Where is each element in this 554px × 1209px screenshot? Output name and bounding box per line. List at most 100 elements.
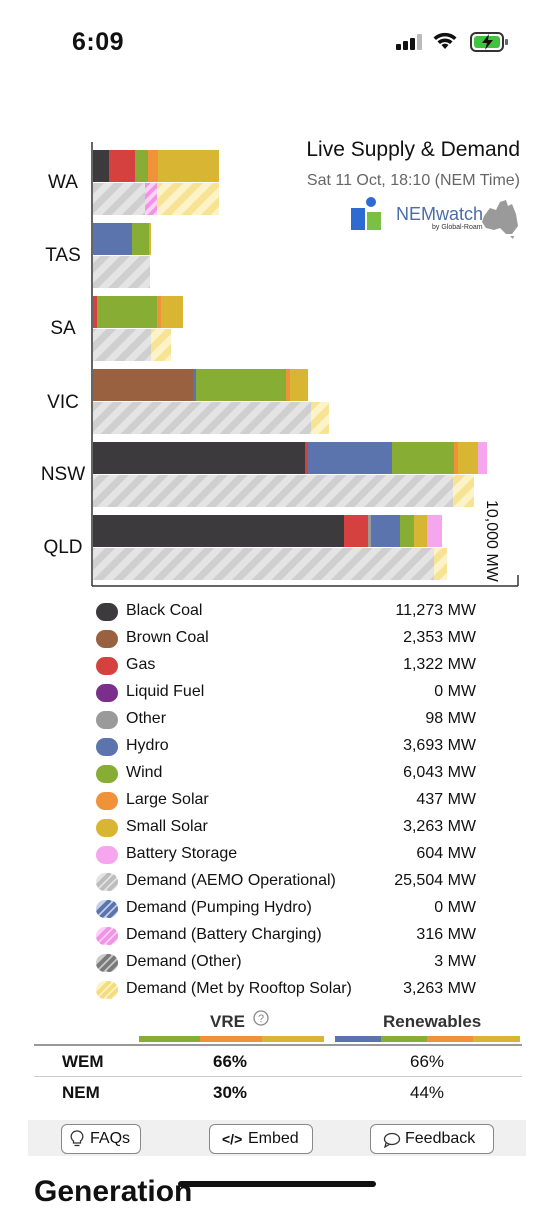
legend-value: 2,353 MW	[403, 629, 476, 646]
row-renewables-nem: 44%	[409, 1083, 445, 1102]
legend-value: 3,263 MW	[403, 980, 476, 997]
bar-wa	[93, 150, 219, 215]
legend-value: 604 MW	[416, 845, 476, 862]
legend-value: 0 MW	[434, 899, 476, 916]
legend-item: Demand (Pumping Hydro) 0 MW	[96, 897, 476, 921]
legend-item: Brown Coal 2,353 MW	[96, 627, 476, 651]
legend-swatch	[96, 603, 118, 621]
nemwatch-logo-icon	[351, 197, 381, 230]
speech-bubble-icon	[383, 1132, 401, 1148]
bar-tas	[93, 223, 151, 288]
legend-value: 25,504 MW	[394, 872, 476, 889]
scale-label: 10,000 MW	[483, 500, 500, 582]
bars-svg	[91, 142, 519, 587]
footer-button-bar: FAQs </> Embed Feedback	[28, 1120, 526, 1156]
wifi-icon	[433, 32, 457, 49]
legend-swatch	[96, 927, 118, 945]
region-label-qld: QLD	[43, 537, 83, 558]
legend-value: 3,693 MW	[403, 737, 476, 754]
row-vre-wem: 66%	[212, 1052, 248, 1071]
nemwatch-logo-text: NEMwatch	[396, 204, 484, 224]
legend-value: 3,263 MW	[403, 818, 476, 835]
legend-value: 3 MW	[434, 953, 476, 970]
legend-label: Battery Storage	[126, 845, 238, 862]
help-icon[interactable]: ?	[253, 1010, 269, 1026]
feedback-button[interactable]: Feedback	[370, 1124, 494, 1154]
embed-label: Embed	[248, 1130, 299, 1147]
legend-value: 437 MW	[416, 791, 476, 808]
code-icon: </>	[222, 1131, 243, 1147]
legend-value: 6,043 MW	[403, 764, 476, 781]
legend-label: Demand (Met by Rooftop Solar)	[126, 980, 352, 997]
legend-value: 98 MW	[425, 710, 476, 727]
legend-swatch	[96, 630, 118, 648]
legend-value: 1,322 MW	[403, 656, 476, 673]
legend-item: Demand (AEMO Operational) 25,504 MW	[96, 870, 476, 894]
bar-nsw	[93, 442, 487, 507]
legend-swatch	[96, 954, 118, 972]
legend-label: Black Coal	[126, 602, 203, 619]
legend-label: Liquid Fuel	[126, 683, 205, 700]
legend-label: Hydro	[126, 737, 169, 754]
feedback-label: Feedback	[405, 1130, 476, 1147]
legend-item: Black Coal 11,273 MW	[96, 600, 476, 624]
legend-swatch	[96, 900, 118, 918]
legend-value: 0 MW	[434, 683, 476, 700]
bar-vic	[93, 369, 329, 434]
ren-stripe-small-solar	[473, 1036, 520, 1042]
section-title-generation: Generation	[34, 1175, 193, 1208]
region-label-sa: SA	[50, 318, 76, 339]
vre-stripe-small-solar	[262, 1036, 324, 1042]
svg-text:?: ?	[258, 1013, 264, 1025]
legend-swatch	[96, 711, 118, 729]
legend-item: Wind 6,043 MW	[96, 762, 476, 786]
table-divider	[34, 1076, 522, 1077]
legend-label: Brown Coal	[126, 629, 209, 646]
bar-qld	[93, 515, 447, 580]
legend-item: Small Solar 3,263 MW	[96, 816, 476, 840]
faqs-label: FAQs	[90, 1130, 131, 1147]
legend-item: Gas 1,322 MW	[96, 654, 476, 678]
table-divider	[34, 1044, 522, 1046]
legend-item: Hydro 3,693 MW	[96, 735, 476, 759]
legend-label: Other	[126, 710, 167, 727]
region-label-vic: VIC	[47, 392, 79, 413]
legend-item: Large Solar 437 MW	[96, 789, 476, 813]
legend-item: Liquid Fuel 0 MW	[96, 681, 476, 705]
row-renewables-wem: 66%	[409, 1052, 445, 1071]
legend-swatch	[96, 873, 118, 891]
faqs-button[interactable]: FAQs	[61, 1124, 141, 1154]
cellular-signal-icon	[396, 34, 422, 50]
row-label-nem: NEM	[62, 1083, 100, 1102]
renewables-header: Renewables	[383, 1012, 482, 1031]
legend-value: 11,273 MW	[395, 602, 476, 619]
row-vre-nem: 30%	[212, 1083, 248, 1102]
legend-label: Demand (Other)	[126, 953, 242, 970]
region-label-nsw: NSW	[40, 464, 86, 485]
region-label-wa: WA	[48, 172, 78, 193]
home-indicator[interactable]	[178, 1181, 376, 1187]
embed-button[interactable]: </> Embed	[209, 1124, 313, 1154]
legend-item: Demand (Other) 3 MW	[96, 951, 476, 975]
chart-subtitle: Sat 11 Oct, 18:10 (NEM Time)	[306, 172, 520, 189]
status-time: 6:09	[72, 28, 125, 56]
region-label-tas: TAS	[45, 245, 81, 266]
legend-item: Demand (Battery Charging) 316 MW	[96, 924, 476, 948]
row-label-wem: WEM	[62, 1052, 104, 1071]
vre-header: VRE	[210, 1012, 245, 1031]
legend-swatch	[96, 981, 118, 999]
legend-label: Large Solar	[126, 791, 209, 808]
nemwatch-logo-subtext: by Global-Roam	[432, 224, 483, 231]
legend-label: Small Solar	[126, 818, 208, 835]
ren-stripe-wind	[381, 1036, 427, 1042]
legend-swatch	[96, 792, 118, 810]
legend-swatch	[96, 738, 118, 756]
lightbulb-icon	[70, 1130, 84, 1147]
legend-item: Demand (Met by Rooftop Solar) 3,263 MW	[96, 978, 476, 1002]
australia-map-icon	[482, 200, 518, 239]
status-bar: 6:09	[0, 0, 554, 80]
legend-label: Demand (Pumping Hydro)	[126, 899, 312, 916]
legend-label: Demand (Battery Charging)	[126, 926, 322, 943]
legend-value: 316 MW	[416, 926, 476, 943]
vre-stripe-large-solar	[200, 1036, 262, 1042]
